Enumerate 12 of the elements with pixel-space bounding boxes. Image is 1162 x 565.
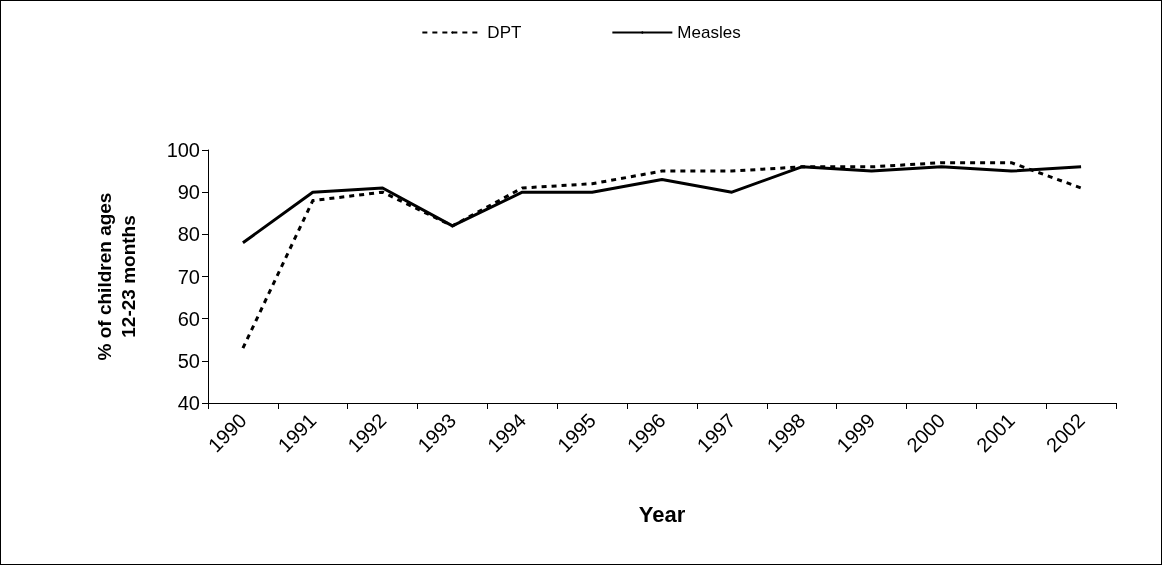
y-tick-label: 50	[177, 349, 200, 372]
x-axis-title: Year	[638, 501, 686, 527]
y-tick-label: 70	[177, 265, 200, 288]
y-tick-label: 100	[166, 139, 200, 161]
y-tick-label: 60	[177, 307, 200, 330]
line-series	[241, 161, 1083, 350]
legend-label: Measles	[677, 23, 741, 42]
y-tick-label: 40	[177, 392, 200, 414]
legend-label: DPT	[487, 23, 522, 42]
y-tick-label: 80	[177, 223, 200, 246]
y-tick-label: 90	[177, 181, 200, 204]
y-axis-title: % of children ages 12-23 months	[93, 192, 139, 361]
